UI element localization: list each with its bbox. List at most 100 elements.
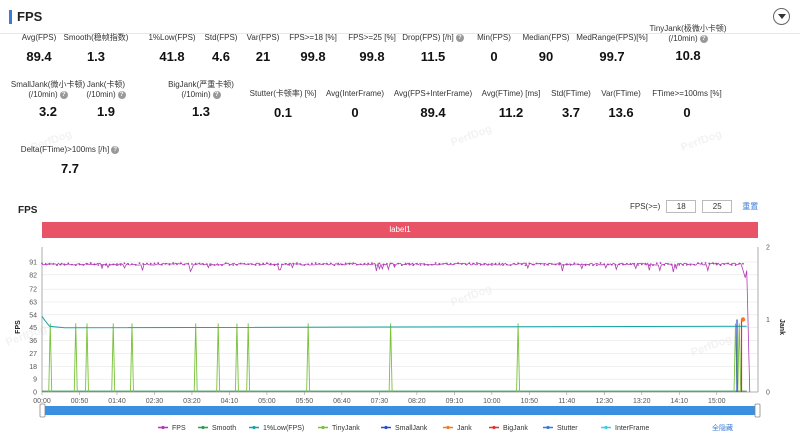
fps-point xyxy=(464,263,467,265)
help-icon[interactable]: ? xyxy=(212,90,221,99)
fps-point xyxy=(423,263,426,266)
fps-point xyxy=(479,263,482,266)
metric-value: 3.7 xyxy=(561,105,581,120)
fps-filter: FPS(>=) 重置 xyxy=(630,200,758,213)
fps-point xyxy=(254,264,257,266)
fps-point xyxy=(592,264,594,267)
fps-point xyxy=(689,263,692,266)
fps-point xyxy=(56,264,58,267)
fps-point xyxy=(149,262,152,265)
fps-point xyxy=(712,262,714,265)
label-band[interactable]: label1 xyxy=(42,222,758,238)
legend-label-smalljank[interactable]: SmallJank xyxy=(395,425,428,432)
metric-4: Var(FPS) 21 xyxy=(208,33,318,73)
fps-point xyxy=(266,262,268,265)
fps-point xyxy=(344,262,347,265)
fps-point xyxy=(607,263,609,266)
fps-point xyxy=(734,264,737,267)
fps-point xyxy=(232,264,235,266)
fps-point xyxy=(213,264,216,266)
help-icon[interactable]: ? xyxy=(699,34,708,43)
metric-label: SmallJank(微小卡顿) xyxy=(10,80,86,89)
collapse-toggle-button[interactable] xyxy=(773,8,790,25)
fps-point xyxy=(243,262,246,265)
fps-point xyxy=(415,262,418,265)
metric-8: Min(FPS) 0 xyxy=(439,33,549,73)
fps-point xyxy=(644,262,647,265)
help-icon[interactable]: ? xyxy=(111,145,120,154)
fps-point xyxy=(588,263,591,266)
y2-axis-title: Jank xyxy=(778,319,785,335)
fps-point xyxy=(172,262,175,264)
fps-point xyxy=(727,262,729,265)
metric-value: 4.6 xyxy=(211,49,231,64)
range-slider-handle-right[interactable] xyxy=(754,403,761,418)
fps-point xyxy=(292,262,295,265)
legend-label-jank[interactable]: Jank xyxy=(457,425,472,432)
fps-point xyxy=(251,263,253,266)
x-tick-label: 10:00 xyxy=(483,398,501,405)
fps-point xyxy=(494,262,497,265)
help-icon[interactable]: ? xyxy=(117,90,126,99)
fps-point xyxy=(348,263,351,265)
fps-series-line xyxy=(41,262,751,393)
fps-point xyxy=(146,262,148,265)
fps-point xyxy=(723,263,726,266)
fps-point xyxy=(191,263,193,265)
metric-5: FPS>=18 [%] 99.8 xyxy=(258,33,368,73)
metric-14: BigJank(严重卡顿) (/10min)? 1.3 xyxy=(146,80,256,120)
y-tick-label: 63 xyxy=(29,300,37,307)
range-slider-track[interactable] xyxy=(42,406,758,415)
fps-point xyxy=(498,262,501,265)
metric-15: Stutter(卡顿率) [%] 0.1 xyxy=(228,89,338,129)
fps-point xyxy=(277,263,280,266)
help-icon[interactable]: ? xyxy=(59,90,68,99)
header-accent-bar xyxy=(9,10,12,24)
legend-label-interframe[interactable]: InterFrame xyxy=(615,425,649,432)
section-header: FPS xyxy=(0,0,800,34)
range-slider-handle-left[interactable] xyxy=(39,403,46,418)
fps-point xyxy=(89,262,92,264)
metric-value: 3.2 xyxy=(38,104,58,119)
metric-value: 1.3 xyxy=(86,49,106,64)
fps-point xyxy=(442,262,445,265)
help-icon[interactable]: ? xyxy=(455,33,464,42)
fps-point xyxy=(528,262,531,265)
legend-label-stutter[interactable]: Stutter xyxy=(557,425,578,432)
fps-point xyxy=(584,264,587,267)
metric-label: Drop(FPS) [/h]? xyxy=(378,33,488,43)
fps-point xyxy=(247,263,250,266)
fps-point xyxy=(629,262,632,265)
fps-point xyxy=(164,262,167,265)
fps-point xyxy=(397,262,400,265)
fps-point xyxy=(438,262,441,265)
fps-threshold-input-1[interactable] xyxy=(666,200,697,213)
fps-point xyxy=(262,262,265,265)
legend-label-bigjank[interactable]: BigJank xyxy=(503,425,528,432)
legend-label-fps[interactable]: FPS xyxy=(172,425,186,432)
metric-value: 0.1 xyxy=(273,105,293,120)
low1pct-series-line xyxy=(41,315,747,329)
hide-all-legend-button[interactable]: 全隐藏 xyxy=(712,423,733,432)
fps-point xyxy=(715,262,718,265)
fps-point xyxy=(614,263,617,266)
metric-2: 1%Low(FPS) 41.8 xyxy=(117,33,227,73)
legend-label-1-low-fps-[interactable]: 1%Low(FPS) xyxy=(263,425,304,432)
fps-threshold-input-2[interactable] xyxy=(702,200,733,213)
metric-value: 0 xyxy=(351,105,359,120)
fps-point xyxy=(625,262,628,265)
reset-button[interactable]: 重置 xyxy=(742,202,759,211)
fps-point xyxy=(104,264,107,266)
fps-point xyxy=(652,264,654,267)
fps-point xyxy=(337,262,340,265)
x-tick-label: 13:20 xyxy=(633,398,651,405)
metric-value: 89.4 xyxy=(26,49,52,64)
legend-label-smooth[interactable]: Smooth xyxy=(212,425,236,432)
fps-point xyxy=(633,262,636,265)
legend-label-tinyjank[interactable]: TinyJank xyxy=(332,425,360,432)
metric-22: Delta(FTime)>100ms [/h]? 7.7 xyxy=(15,145,125,185)
metric-value: 41.8 xyxy=(159,49,185,64)
fps-point xyxy=(427,264,430,266)
metric-label: Avg(FTime) [ms] xyxy=(481,89,541,98)
fps-point xyxy=(513,262,516,265)
